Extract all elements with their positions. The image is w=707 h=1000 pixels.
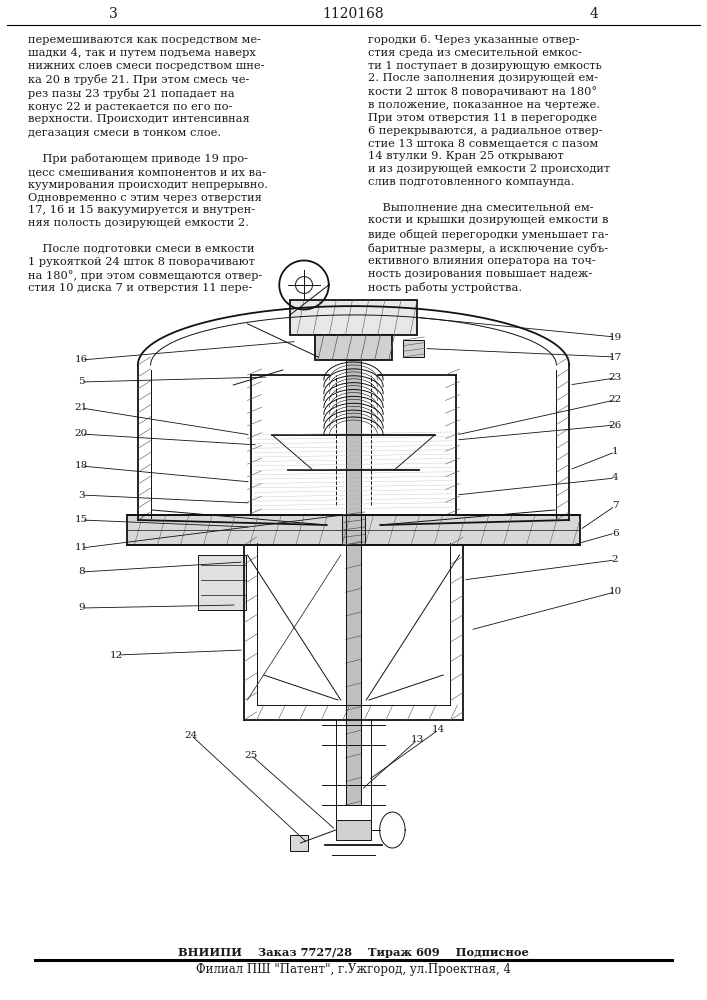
Text: перемешиваются как посредством ме-
шадки 4, так и путем подъема наверх
нижних сл: перемешиваются как посредством ме- шадки… <box>28 35 268 293</box>
Text: Филиал ПШ "Патент", г.Ужгород, ул.Проектная, 4: Филиал ПШ "Патент", г.Ужгород, ул.Проект… <box>196 964 511 976</box>
Text: 23: 23 <box>609 373 621 382</box>
Text: 9: 9 <box>78 603 85 612</box>
Text: 22: 22 <box>609 395 621 404</box>
Text: 12: 12 <box>110 650 123 660</box>
Polygon shape <box>342 515 365 545</box>
Text: 15: 15 <box>75 516 88 524</box>
Polygon shape <box>127 515 580 545</box>
Text: 11: 11 <box>75 544 88 552</box>
Polygon shape <box>290 300 417 335</box>
Text: 26: 26 <box>609 420 621 430</box>
Text: 7: 7 <box>612 502 619 510</box>
Text: 10: 10 <box>609 587 621 596</box>
Polygon shape <box>198 555 246 610</box>
Polygon shape <box>315 335 392 360</box>
Text: 13: 13 <box>411 736 423 744</box>
Text: 2: 2 <box>612 556 619 564</box>
Text: 1120168: 1120168 <box>322 7 385 21</box>
Text: 3: 3 <box>109 7 117 21</box>
Polygon shape <box>336 820 371 840</box>
Text: 16: 16 <box>75 356 88 364</box>
Text: 8: 8 <box>78 568 85 576</box>
Text: ВНИИПИ    Заказ 7727/28    Тираж 609    Подписное: ВНИИПИ Заказ 7727/28 Тираж 609 Подписное <box>178 946 529 958</box>
Text: 3: 3 <box>78 490 85 499</box>
Text: 4: 4 <box>590 7 598 21</box>
Polygon shape <box>290 835 308 851</box>
Polygon shape <box>403 340 424 357</box>
Polygon shape <box>346 360 361 515</box>
Text: городки 6. Через указанные отвер-
стия среда из смесительной емкос-
ти 1 поступа: городки 6. Через указанные отвер- стия с… <box>368 35 609 293</box>
Text: 14: 14 <box>432 726 445 734</box>
Text: 19: 19 <box>609 332 621 342</box>
Text: 21: 21 <box>75 403 88 412</box>
Text: 6: 6 <box>612 528 619 538</box>
Text: 17: 17 <box>609 353 621 361</box>
Polygon shape <box>346 545 361 805</box>
Text: 25: 25 <box>245 750 257 760</box>
Text: 1: 1 <box>612 448 619 456</box>
Text: 20: 20 <box>75 430 88 438</box>
Text: 18: 18 <box>75 462 88 471</box>
Text: 4: 4 <box>612 474 619 483</box>
Text: 24: 24 <box>185 730 197 740</box>
Text: 5: 5 <box>78 377 85 386</box>
